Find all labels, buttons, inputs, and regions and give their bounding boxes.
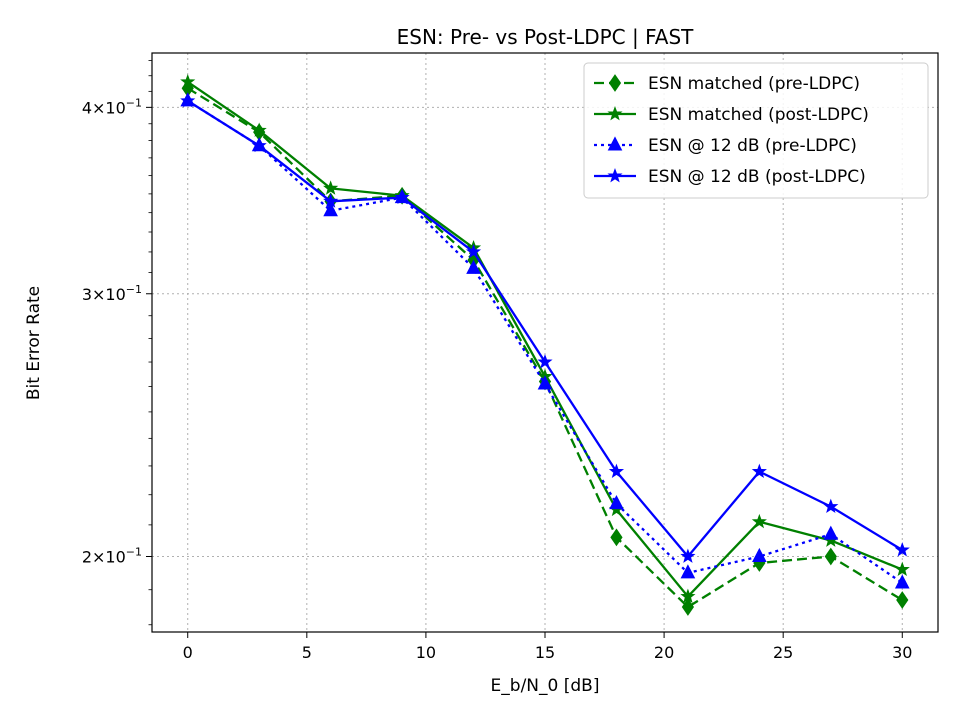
series-lines [180,73,910,616]
legend-entry: ESN matched (post-LDPC) [594,105,869,125]
legend-marker [607,168,623,183]
data-point [466,259,481,274]
data-point [681,598,695,616]
x-tick-label: 25 [773,643,793,662]
x-tick-label: 5 [302,643,312,662]
series-4 [180,92,910,563]
y-tick-label: 3×10−1 [82,283,142,304]
data-point [680,588,696,604]
data-point [537,354,553,369]
y-axis-ticks: 4×10−1 3×10−1 2×10−1 [82,60,152,626]
data-point [752,547,767,562]
series-line [187,87,903,609]
x-tick-label: 10 [416,643,436,662]
legend-box [583,62,929,199]
data-point [251,137,267,153]
legend-label: ESN @ 12 dB (post-LDPC) [648,167,866,187]
data-point [394,189,410,205]
data-point [610,528,623,547]
legend-label: ESN matched (pre-LDPC) [648,74,860,94]
y-tick-label: 2×10−1 [82,545,142,566]
legend-entry: ESN matched (pre-LDPC) [594,74,860,94]
legend-marker [607,136,623,151]
data-point [323,193,339,208]
x-tick-label: 0 [183,643,193,662]
data-point [823,525,839,540]
data-point [180,73,196,89]
data-point [894,561,910,577]
x-tick-label: 30 [892,643,912,662]
legend-marker [608,74,622,92]
legend-marker [607,106,623,121]
y-axis-label: Bit Error Rate [24,286,44,400]
legend-label: ESN matched (post-LDPC) [648,105,869,125]
x-axis-ticks: 0 5 10 15 20 25 30 [183,632,912,662]
data-point [894,542,910,557]
data-point [824,547,837,566]
legend-entry: ESN @ 12 dB (post-LDPC) [594,167,866,187]
legend: ESN matched (pre-LDPC) ESN matched (post-… [583,62,929,199]
data-point [465,243,482,259]
chart-title: ESN: Pre- vs Post-LDPC | FAST [397,25,695,49]
data-point [251,122,267,137]
legend-entry: ESN @ 12 dB (pre-LDPC) [594,136,857,156]
x-axis-label: E_b/N_0 [dB] [491,676,600,696]
x-tick-label: 15 [535,643,555,662]
data-point [751,513,767,529]
legend-label: ESN @ 12 dB (pre-LDPC) [648,136,857,156]
data-point [323,180,339,195]
data-point [609,495,624,510]
data-point [751,463,767,479]
data-point [180,92,196,108]
y-tick-label: 4×10−1 [82,96,142,117]
data-point [823,498,839,514]
data-point [323,202,338,217]
data-point [608,463,625,479]
data-point [896,591,909,609]
data-point [537,375,553,390]
data-point [680,564,696,579]
data-point [680,548,696,563]
x-tick-label: 20 [654,643,674,662]
data-point [894,574,910,589]
